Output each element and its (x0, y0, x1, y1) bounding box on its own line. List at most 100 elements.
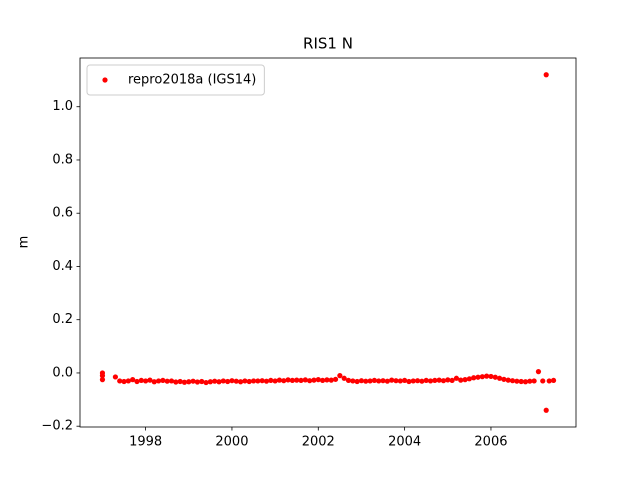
data-point (99, 373, 106, 379)
y-tick-label: 0.4 (52, 259, 73, 274)
data-point (263, 378, 270, 384)
data-point (436, 377, 442, 383)
data-point (199, 378, 205, 385)
data-point (488, 373, 494, 380)
data-point (471, 375, 477, 381)
data-point (402, 377, 408, 384)
data-point (337, 373, 343, 379)
data-point (397, 378, 403, 384)
data-point (458, 377, 464, 383)
y-tick-label: 0.8 (52, 152, 73, 167)
data-point (276, 377, 283, 383)
data-point (268, 377, 274, 384)
data-point (484, 373, 490, 379)
y-tick-label: −0.2 (41, 419, 73, 434)
data-point (462, 377, 468, 383)
data-point (440, 378, 447, 384)
data-point (259, 378, 265, 384)
data-point (466, 376, 472, 382)
data-point (298, 377, 304, 384)
data-point (203, 379, 209, 386)
data-point (345, 377, 352, 384)
data-point (186, 379, 192, 385)
data-point (147, 377, 153, 383)
data-point (168, 378, 175, 384)
data-point (220, 378, 226, 384)
legend-marker (102, 77, 108, 83)
data-point (143, 378, 149, 384)
data-point (315, 377, 321, 383)
data-point (112, 374, 118, 380)
data-point (419, 378, 425, 384)
data-point (479, 374, 485, 380)
data-point (237, 379, 244, 385)
plot-area (99, 72, 557, 413)
data-point (160, 377, 166, 384)
x-tick-label: 2000 (215, 435, 248, 450)
data-point (363, 378, 369, 384)
data-point (289, 377, 295, 384)
data-point (505, 377, 511, 383)
data-point (535, 369, 542, 375)
data-point (194, 379, 201, 385)
data-point (531, 378, 537, 384)
data-point (285, 377, 291, 383)
data-point (164, 378, 170, 384)
y-tick-label: 1.0 (52, 99, 73, 114)
data-point (216, 379, 222, 385)
data-point (550, 377, 557, 384)
legend-label: repro2018a (IGS14) (128, 73, 256, 88)
data-point (414, 378, 421, 384)
data-point (410, 378, 416, 384)
x-tick-label: 2002 (302, 435, 335, 450)
data-point (320, 377, 326, 384)
data-point (281, 378, 287, 384)
data-point (475, 374, 481, 380)
data-point (540, 378, 546, 384)
data-point (155, 378, 162, 384)
x-tick-label: 2004 (388, 435, 421, 450)
data-point (246, 378, 252, 385)
data-point (181, 379, 188, 385)
data-point (328, 377, 334, 383)
x-tick-label: 2006 (474, 435, 507, 450)
data-point (324, 377, 330, 383)
data-point (190, 378, 196, 384)
data-point (543, 407, 549, 413)
data-point (367, 378, 373, 384)
data-point (492, 374, 498, 380)
data-point (294, 377, 300, 383)
data-point (134, 378, 140, 385)
data-point (546, 378, 552, 384)
data-point (449, 377, 455, 384)
data-point (212, 378, 218, 384)
data-point (371, 377, 378, 384)
data-point (151, 379, 157, 385)
data-point (543, 72, 549, 78)
legend: repro2018a (IGS14) (86, 64, 265, 96)
data-point (453, 375, 460, 381)
data-point (225, 378, 231, 385)
x-tick-label: 1998 (129, 435, 162, 450)
data-point (509, 378, 516, 384)
data-point (501, 376, 507, 382)
y-tick-label: 0.2 (52, 312, 73, 327)
data-point (311, 377, 317, 383)
data-point (380, 378, 386, 384)
data-point (341, 375, 347, 381)
data-point (350, 378, 356, 384)
legend-box (86, 64, 265, 96)
data-point (173, 379, 179, 385)
data-point (207, 379, 213, 385)
data-point (229, 378, 235, 384)
y-tick-label: 0.6 (52, 206, 73, 221)
data-point (496, 375, 503, 381)
data-point (393, 378, 399, 384)
data-point (121, 378, 127, 385)
data-point (384, 378, 390, 384)
data-point (354, 378, 360, 385)
data-point (522, 379, 529, 385)
data-point (514, 378, 520, 384)
y-tick-label: 0.0 (52, 365, 73, 380)
